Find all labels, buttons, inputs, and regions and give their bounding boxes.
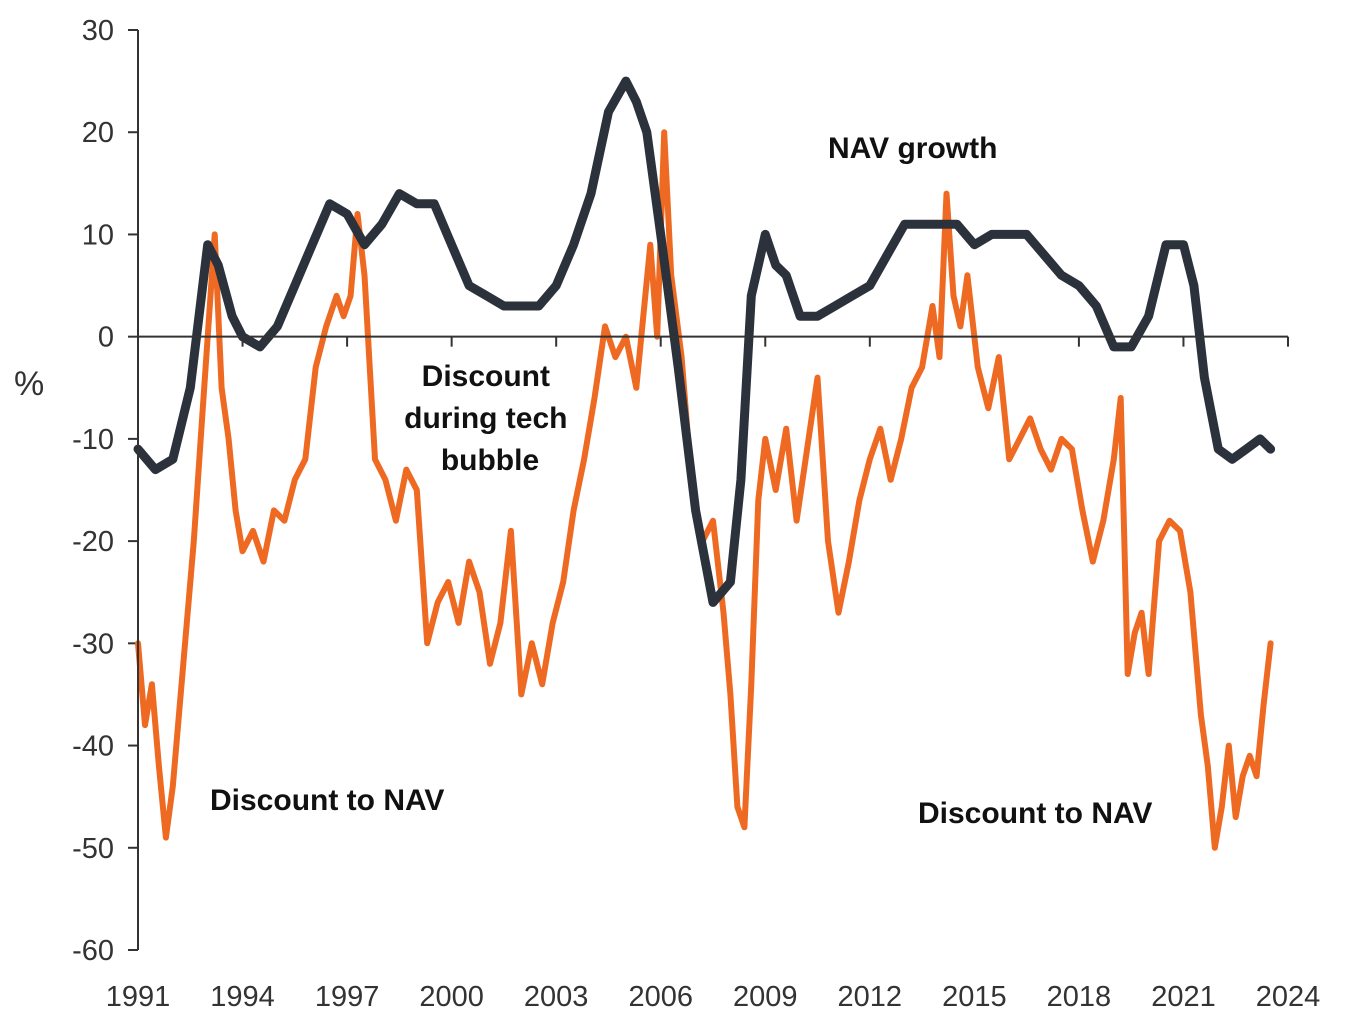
annotation-tech-bubble-line-2: during tech	[404, 402, 567, 435]
y-tick-label: 30	[82, 15, 114, 47]
series-line-discount	[135, 129, 1274, 851]
x-tick-label: 2000	[419, 981, 484, 1013]
x-tick-label: 2012	[838, 981, 903, 1013]
x-tick-label: 2021	[1151, 981, 1216, 1013]
x-tick-label: 2024	[1256, 981, 1321, 1013]
x-tick-label: 1997	[315, 981, 380, 1013]
y-tick-label: -10	[72, 424, 114, 456]
x-tick-label: 2006	[628, 981, 693, 1013]
annotation-nav-growth: NAV growth	[828, 132, 997, 165]
x-axis-ticks: 1991 1994 1997 2000 2003 2006 2009 2012 2015 2018…	[106, 336, 1321, 1013]
annotation-discount-left: Discount to NAV	[210, 784, 444, 817]
x-tick-label: 2003	[524, 981, 589, 1013]
annotation-discount-right: Discount to NAV	[918, 797, 1152, 830]
annotation-tech-bubble-line-3: bubble	[441, 444, 539, 477]
series-lines	[133, 76, 1276, 851]
y-tick-label: -40	[72, 731, 114, 763]
x-tick-label: 2018	[1047, 981, 1112, 1013]
x-tick-label: 1991	[106, 981, 171, 1013]
x-tick-label: 1994	[210, 981, 275, 1013]
y-tick-label: 0	[98, 322, 114, 354]
series-line-nav-growth	[133, 76, 1276, 607]
y-tick-label: -60	[72, 935, 114, 967]
annotation-tech-bubble-line-1: Discount	[422, 360, 550, 393]
y-tick-label: -30	[72, 628, 114, 660]
y-tick-label: -50	[72, 833, 114, 865]
y-axis-label: %	[14, 365, 44, 403]
x-tick-label: 2009	[733, 981, 798, 1013]
y-tick-label: -20	[72, 526, 114, 558]
annotation-tech-bubble: Discount during tech bubble	[404, 360, 576, 477]
x-tick-label: 2015	[942, 981, 1007, 1013]
y-tick-label: 20	[82, 117, 114, 149]
y-axis-ticks: 30 20 10 0 -10 -20 -30 -40 -50 -60	[72, 15, 138, 967]
y-tick-label: 10	[82, 219, 114, 251]
